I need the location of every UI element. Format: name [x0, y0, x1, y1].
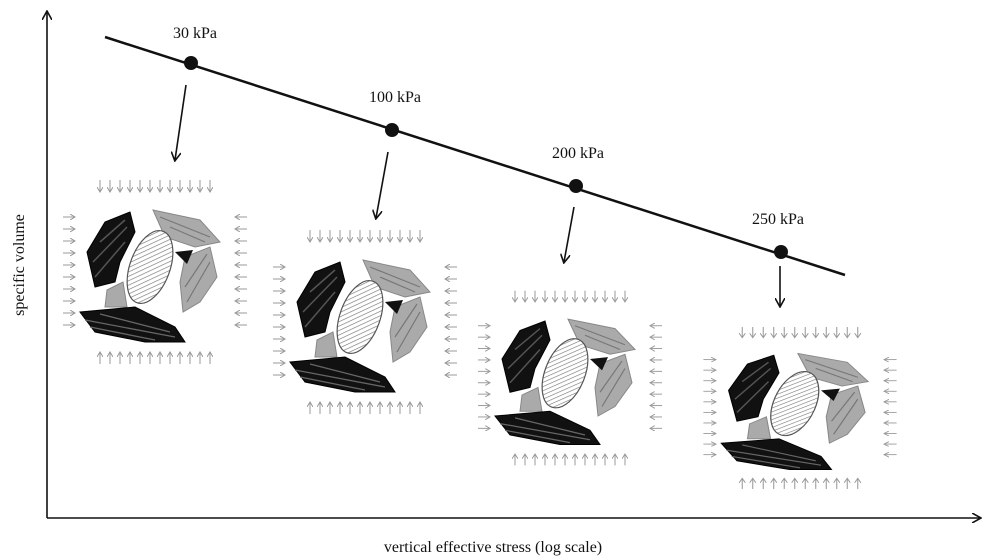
point-label: 200 kPa — [552, 145, 604, 162]
point-label: 100 kPa — [369, 89, 421, 106]
y-axis-label: specific volume — [11, 214, 28, 316]
diagram: specific volume vertical effective stres… — [0, 0, 986, 559]
point-label: 250 kPa — [752, 211, 804, 228]
pointer-arrow — [376, 152, 388, 218]
particle-cluster — [273, 230, 457, 414]
particle-cluster — [478, 291, 662, 466]
pointer-arrow — [564, 207, 574, 262]
point-label: 30 kPa — [173, 25, 217, 42]
particle-cluster — [63, 180, 247, 364]
state-point — [385, 123, 399, 137]
state-point — [184, 56, 198, 70]
state-point — [569, 179, 583, 193]
page: {"axes": {"x_label": "vertical effective… — [0, 0, 986, 559]
particle-cluster — [703, 327, 896, 489]
state-point — [774, 245, 788, 259]
pointer-arrow — [175, 85, 186, 160]
x-axis-label: vertical effective stress (log scale) — [384, 539, 602, 556]
